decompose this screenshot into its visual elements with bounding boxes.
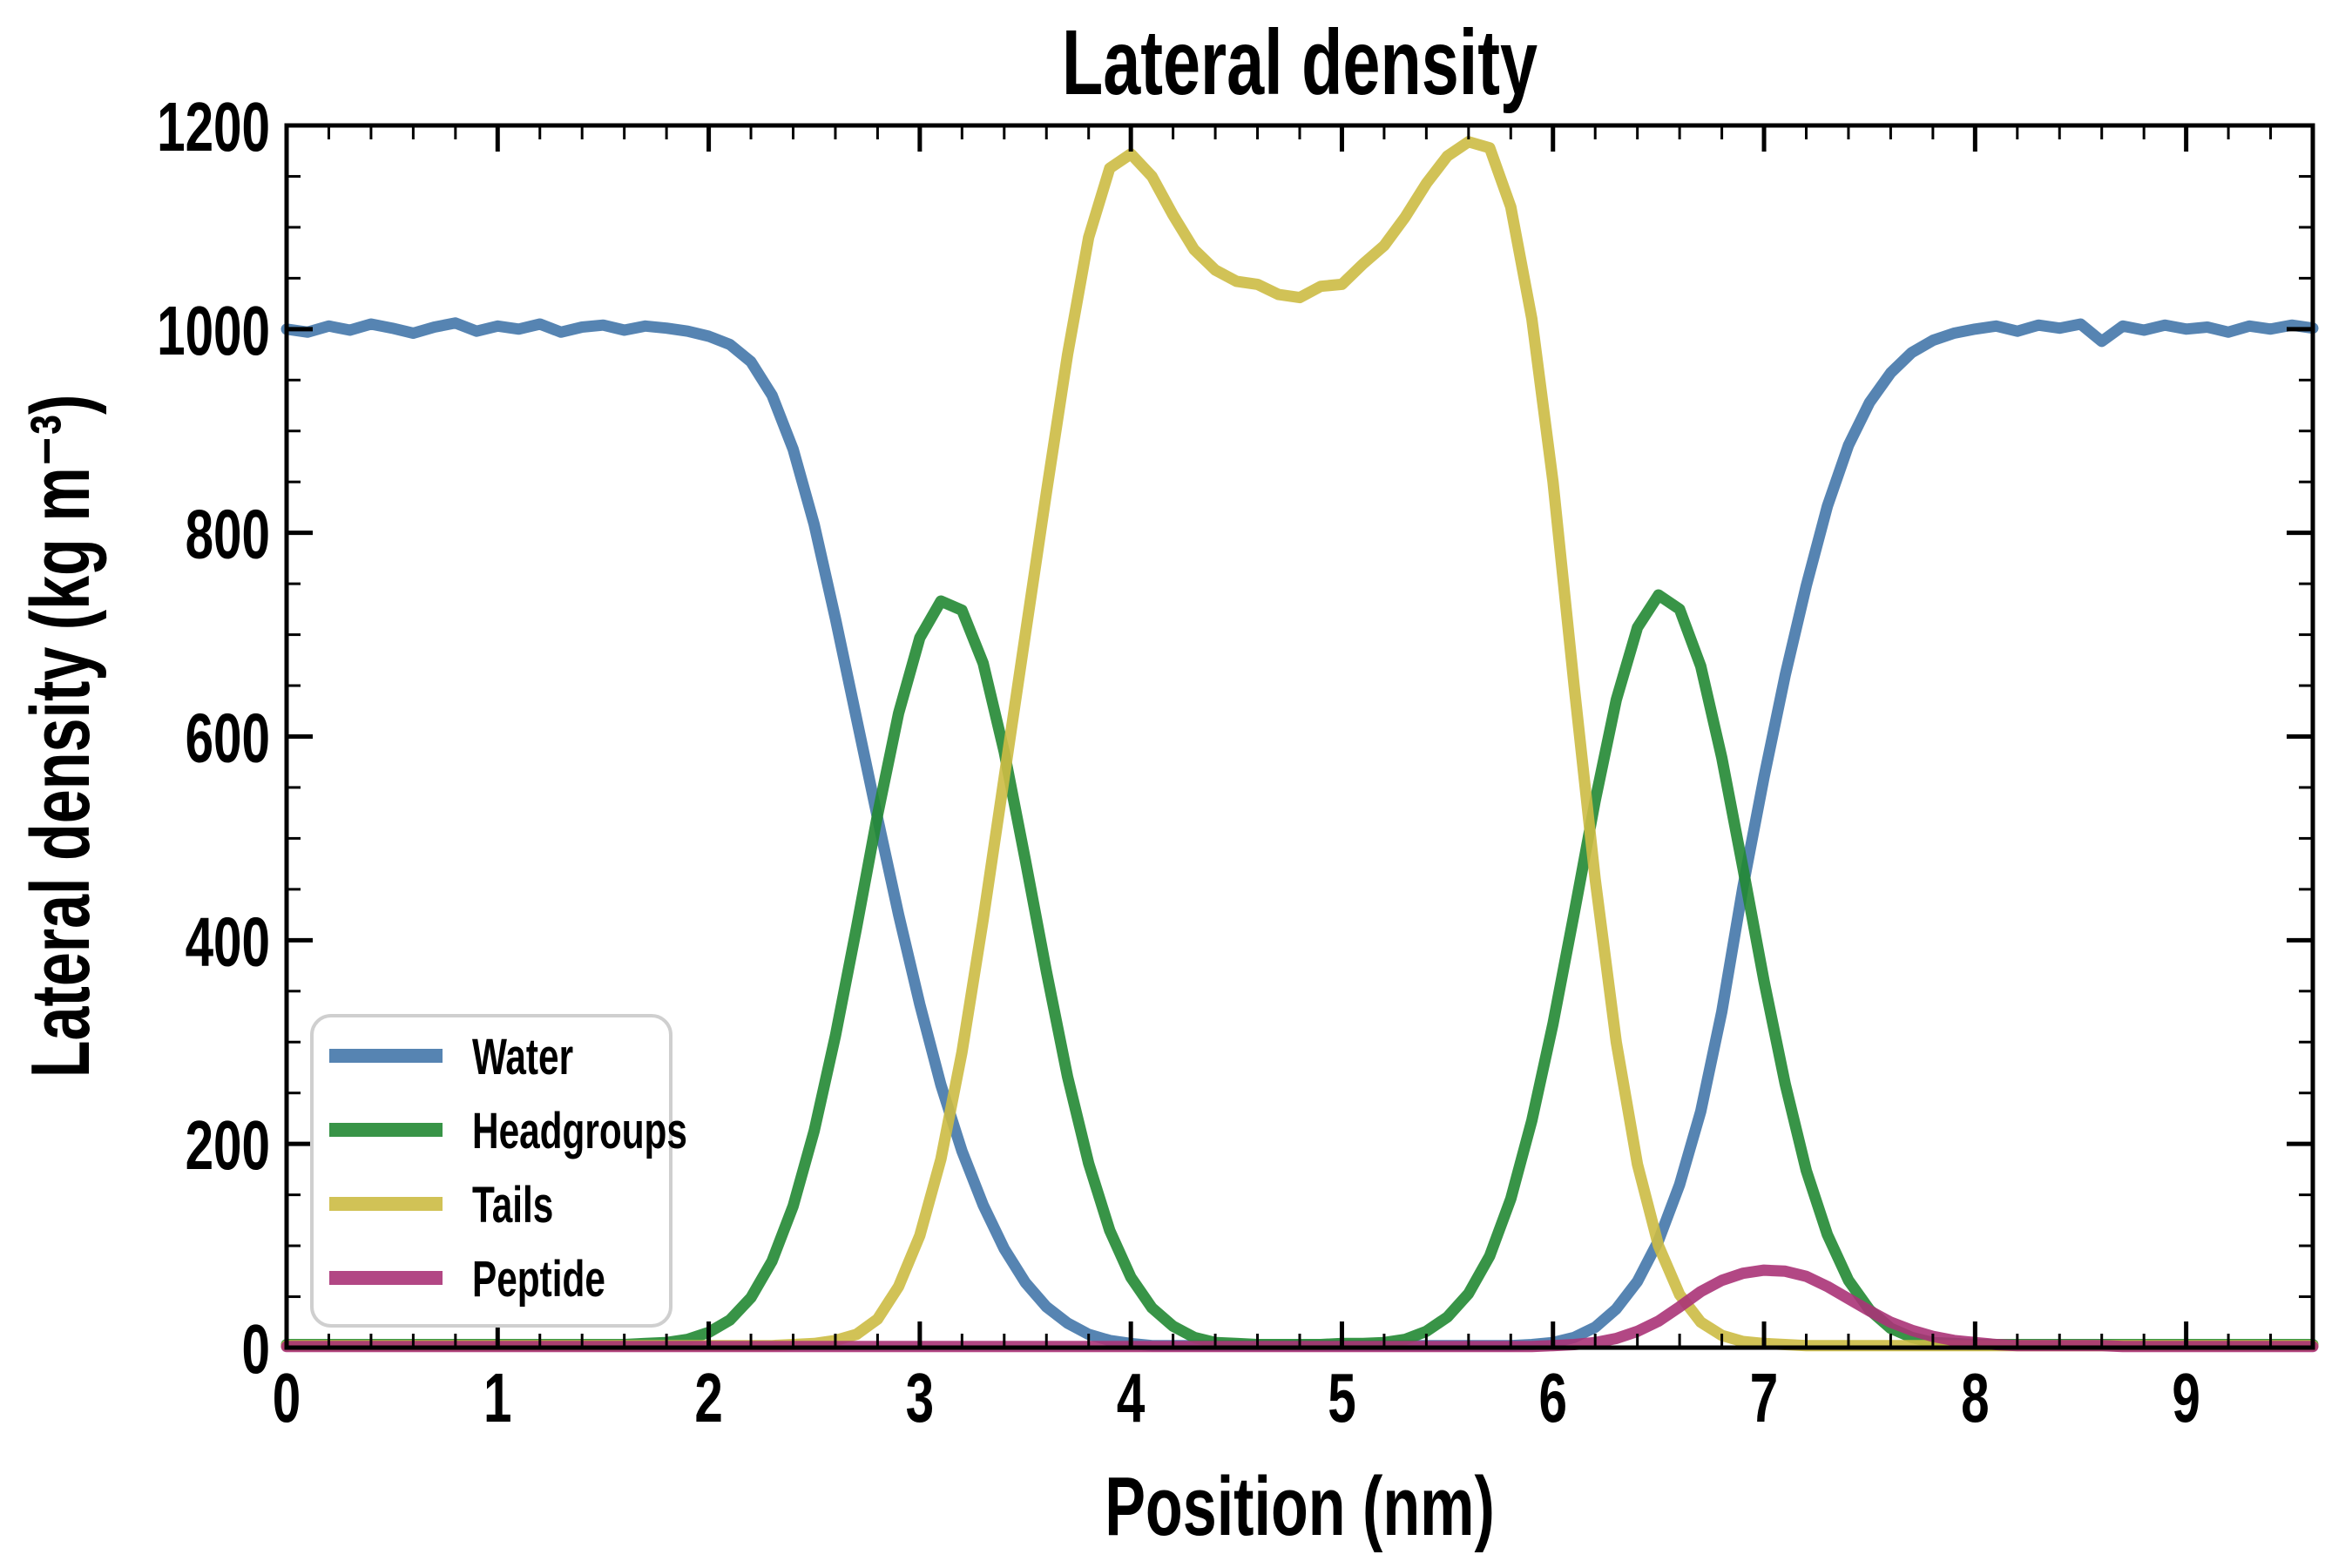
y-tick-label: 1000 — [157, 292, 270, 369]
x-tick-label: 3 — [906, 1359, 934, 1436]
x-tick-label: 6 — [1539, 1359, 1567, 1436]
legend-item-headgroups: Headgroups — [329, 1102, 687, 1159]
x-axis-title-wrap: Position (nm) — [1105, 1459, 1495, 1552]
y-tick-label-wrap: 1000 — [157, 292, 270, 369]
legend-label-wrap: Water — [472, 1028, 573, 1085]
x-tick-label-wrap: 6 — [1539, 1359, 1567, 1436]
y-tick-label-wrap: 1200 — [157, 88, 270, 166]
legend-frame — [310, 1014, 672, 1328]
x-tick-label: 8 — [1961, 1359, 1989, 1436]
x-tick-label: 5 — [1328, 1359, 1355, 1436]
legend-item-water: Water — [329, 1028, 573, 1085]
x-tick-label-wrap: 7 — [1750, 1359, 1778, 1436]
y-axis-title-wrap: Lateral density (kg m⁻³) — [13, 395, 106, 1078]
legend-item-tails: Tails — [329, 1176, 553, 1233]
y-tick-label-wrap: 0 — [242, 1310, 270, 1388]
y-tick-label: 800 — [186, 496, 270, 573]
legend-label-wrap: Headgroups — [472, 1102, 687, 1159]
x-tick-label-wrap: 8 — [1961, 1359, 1989, 1436]
x-axis-title: Position (nm) — [1105, 1459, 1495, 1552]
x-tick-label: 0 — [273, 1359, 301, 1436]
legend-label-wrap: Tails — [472, 1176, 553, 1233]
x-tick-label: 9 — [2172, 1359, 2200, 1436]
y-tick-label-wrap: 400 — [186, 902, 270, 980]
x-tick-label-wrap: 3 — [906, 1359, 934, 1436]
tick-labels-group: 0 1 2 3 4 5 6 7 8 9 0 200 400 600 800 1000 1200 — [157, 88, 2200, 1436]
y-tick-label-wrap: 800 — [186, 496, 270, 573]
y-tick-label: 200 — [186, 1106, 270, 1184]
chart-title: Lateral density — [1062, 10, 1538, 114]
y-tick-label: 600 — [186, 700, 270, 777]
legend: Water Headgroups Tails Peptide — [310, 1014, 687, 1328]
x-tick-label: 2 — [694, 1359, 722, 1436]
legend-label: Water — [472, 1028, 573, 1085]
x-tick-label: 7 — [1750, 1359, 1778, 1436]
legend-label: Headgroups — [472, 1102, 687, 1159]
y-axis-title: Lateral density (kg m⁻³) — [13, 395, 106, 1078]
chart-title-wrap: Lateral density — [1062, 10, 1538, 114]
x-tick-label-wrap: 9 — [2172, 1359, 2200, 1436]
y-tick-label-wrap: 600 — [186, 700, 270, 777]
x-tick-label-wrap: 5 — [1328, 1359, 1355, 1436]
x-tick-label-wrap: 1 — [483, 1359, 511, 1436]
x-tick-label: 1 — [483, 1359, 511, 1436]
y-tick-label-wrap: 200 — [186, 1106, 270, 1184]
legend-label: Peptide — [472, 1250, 605, 1307]
y-tick-label: 400 — [186, 902, 270, 980]
legend-label-wrap: Peptide — [472, 1250, 605, 1307]
y-tick-label: 0 — [242, 1310, 270, 1388]
x-tick-label-wrap: 4 — [1117, 1359, 1146, 1436]
legend-item-peptide: Peptide — [329, 1250, 605, 1308]
x-tick-label-wrap: 2 — [694, 1359, 722, 1436]
y-tick-label: 1200 — [157, 88, 270, 166]
x-tick-label-wrap: 0 — [273, 1359, 301, 1436]
legend-label: Tails — [472, 1176, 553, 1233]
x-tick-label: 4 — [1117, 1359, 1146, 1436]
